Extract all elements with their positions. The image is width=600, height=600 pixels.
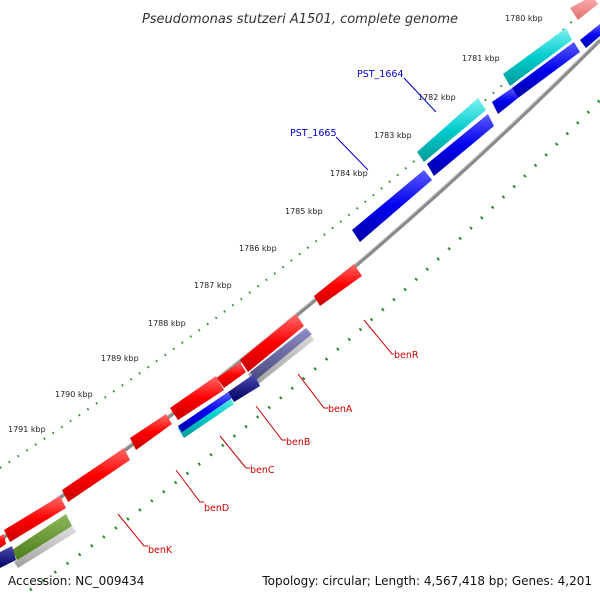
backbone-highlight	[0, 37, 600, 539]
gene-benC[interactable]	[178, 392, 232, 432]
gene-blue-edge[interactable]	[580, 24, 600, 48]
gene-benB[interactable]	[228, 374, 260, 402]
leader-benR	[363, 319, 394, 355]
leader-benB	[255, 405, 286, 441]
gene-benK[interactable]	[12, 514, 72, 562]
gene-pst-1665-a[interactable]	[427, 114, 494, 176]
gene-blue-small[interactable]	[492, 88, 518, 114]
topology-text: Topology: circular; Length: 4,567,418 bp…	[261, 574, 592, 588]
gene-navy-left[interactable]	[0, 546, 16, 568]
genome-backbone	[0, 38, 600, 542]
gene-red-left[interactable]	[4, 496, 66, 542]
label-benC[interactable]: benC	[250, 465, 275, 476]
forward-strand-genes	[352, 0, 600, 242]
gene-benR[interactable]	[314, 264, 362, 306]
gene-pst-1664[interactable]	[417, 98, 486, 162]
gene-pink[interactable]	[570, 0, 598, 20]
forward-gene-labels: PST_1664 PST_1665	[290, 69, 437, 171]
label-pst-1665[interactable]: PST_1665	[290, 128, 337, 139]
leader-benK	[117, 513, 148, 547]
label-benD[interactable]: benD	[204, 503, 229, 514]
gene-benK-shade[interactable]	[14, 526, 76, 568]
label-benA[interactable]: benA	[328, 404, 353, 415]
gene-red-benD-a[interactable]	[130, 414, 172, 450]
label-benB[interactable]: benB	[286, 437, 310, 448]
gene-cyan-1780[interactable]	[503, 28, 572, 86]
map-title: Pseudomonas stutzeri A1501, complete gen…	[142, 12, 458, 27]
leader-pst-1665	[335, 136, 369, 171]
gene-red-small[interactable]	[217, 362, 246, 388]
tick-1782: 1782 kbp	[418, 93, 456, 102]
gene-benA-shade	[250, 328, 312, 380]
tick-1787: 1787 kbp	[194, 281, 232, 290]
tick-1785: 1785 kbp	[285, 207, 323, 216]
tick-1784: 1784 kbp	[330, 169, 368, 178]
tick-1781: 1781 kbp	[462, 54, 500, 63]
tick-1789: 1789 kbp	[101, 354, 139, 363]
leader-benA	[297, 373, 328, 409]
accession-text: Accession: NC_009434	[8, 574, 144, 588]
reverse-strand-genes	[0, 264, 362, 568]
leader-benD	[175, 469, 204, 503]
label-benR[interactable]: benR	[394, 350, 419, 361]
gene-red-edge[interactable]	[0, 534, 6, 548]
tick-1780: 1780 kbp	[505, 14, 543, 23]
leader-pst-1664	[403, 77, 437, 113]
gene-red-mid[interactable]	[170, 376, 224, 420]
gene-pst-1665-b[interactable]	[352, 170, 432, 242]
reverse-gene-labels: benR benA benB benC benD benK	[117, 319, 419, 556]
leader-benC	[219, 435, 250, 469]
gene-blue-1780[interactable]	[512, 42, 580, 98]
label-benK[interactable]: benK	[148, 545, 173, 556]
tick-1786: 1786 kbp	[239, 244, 277, 253]
gene-benD[interactable]	[62, 448, 130, 502]
tick-1791: 1791 kbp	[8, 425, 46, 434]
tick-1788: 1788 kbp	[148, 319, 186, 328]
tick-1790: 1790 kbp	[55, 390, 93, 399]
label-pst-1664[interactable]: PST_1664	[357, 69, 404, 80]
tick-1783: 1783 kbp	[374, 131, 412, 140]
kbp-tick-labels: 1780 kbp 1781 kbp 1782 kbp 1783 kbp 1784…	[8, 14, 543, 434]
inner-dashed-ring	[29, 98, 600, 592]
gene-benA-red[interactable]	[240, 314, 304, 372]
